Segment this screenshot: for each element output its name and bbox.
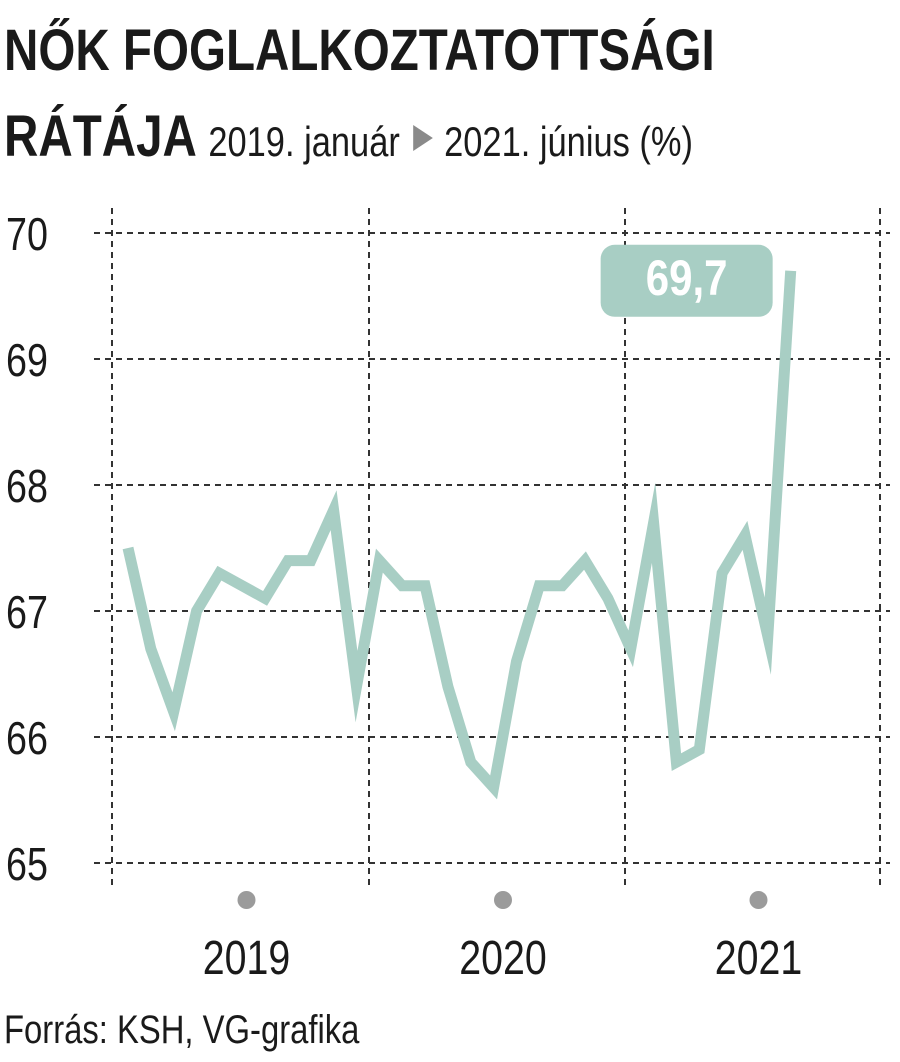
data-point [468,759,474,765]
data-point [605,595,611,601]
y-tick-label: 69 [6,334,48,385]
data-point [285,558,291,564]
y-tick-label: 66 [6,712,48,763]
chart-title-bold: RÁTÁJA [4,104,196,169]
data-point [696,747,702,753]
arrow-right-icon [412,125,433,151]
data-point [331,507,337,513]
year-marker-dot [237,891,256,909]
data-point [422,583,428,589]
data-point [788,268,794,274]
y-tick-label: 68 [6,460,48,511]
data-point [148,646,154,652]
chart-title-line1: NŐK FOGLALKOZTATOTTSÁGI [4,18,715,83]
y-tick-label: 67 [6,586,48,637]
period-end: 2021. június (%) [444,118,693,165]
data-point [719,570,725,576]
data-point [216,570,222,576]
data-point [628,646,634,652]
x-year-label: 2020 [459,931,547,985]
year-marker-dot [749,891,768,909]
data-point [194,608,200,614]
data-point [239,583,245,589]
data-point [376,558,382,564]
data-point [399,583,405,589]
chart-title-line2: RÁTÁJA 2019. január 2021. június (%) [4,108,693,166]
y-tick-label: 65 [6,838,48,889]
line-chart: 70 69 68 67 66 65 69,7 2019 2020 2021 [6,208,890,985]
data-point [354,684,360,690]
callout-value-label: 69,7 [646,249,728,305]
y-tick-label: 70 [6,208,48,259]
data-point [308,558,314,564]
data-point [125,545,131,551]
data-point [651,520,657,526]
data-point [491,784,497,790]
data-point [582,558,588,564]
period-start: 2019. január [208,118,400,165]
data-point [445,684,451,690]
data-point [673,759,679,765]
data-point [262,595,268,601]
callout-box [600,244,773,317]
data-point [742,532,748,538]
data-point [536,583,542,589]
x-year-label: 2019 [203,931,291,985]
x-year-label: 2021 [715,931,803,985]
data-point [559,583,565,589]
source-note: Forrás: KSH, VG-grafika [4,1008,360,1052]
data-point [513,658,519,664]
year-marker-dot [494,891,512,909]
data-series-line [122,270,797,800]
data-point [765,633,771,639]
data-point [171,709,177,715]
